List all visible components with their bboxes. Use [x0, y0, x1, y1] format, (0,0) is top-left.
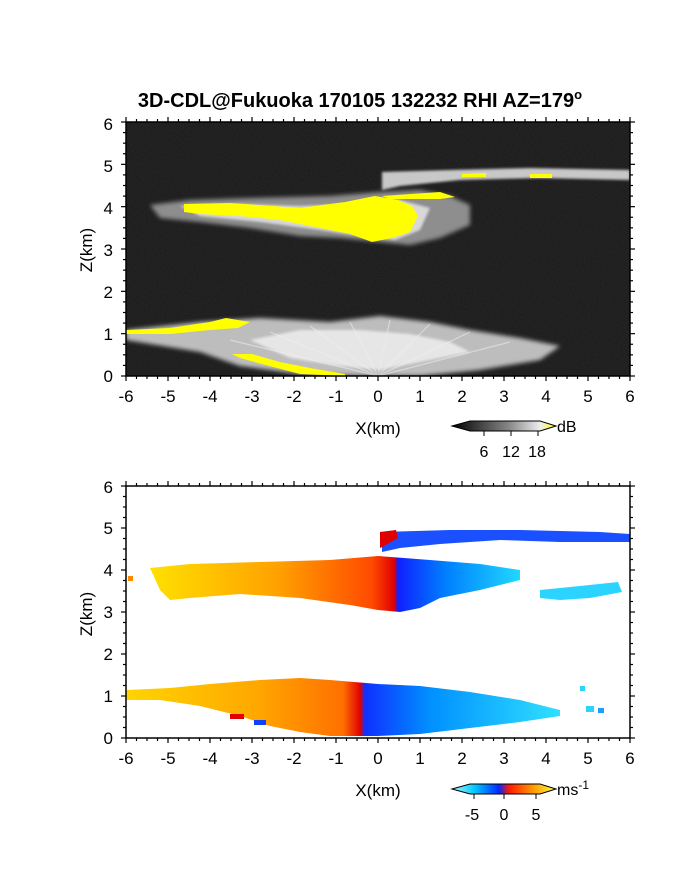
- x-tick-label: 4: [541, 749, 550, 768]
- x-tick-label: 4: [541, 387, 550, 406]
- x-tick-label: -2: [286, 387, 301, 406]
- x-tick-label: 6: [625, 387, 634, 406]
- saturated-cloud-region: [184, 196, 418, 242]
- x-tick-label: -4: [202, 749, 217, 768]
- backscatter-plot-area: [126, 122, 630, 376]
- x-tick-label: 1: [415, 387, 424, 406]
- x-tick-label: 0: [373, 387, 382, 406]
- y-tick-label: 6: [104, 478, 113, 497]
- velocity-upper-layer: [382, 530, 630, 552]
- y-tick-label: 2: [104, 283, 113, 302]
- y-tick-label: 3: [104, 603, 113, 622]
- backscatter-y-tick-labels: 0 1 2 3 4 5 6: [104, 115, 113, 386]
- x-tick-label: 3: [499, 749, 508, 768]
- saturated-upper-2: [462, 173, 486, 177]
- velocity-speckle: [230, 714, 244, 719]
- velocity-speckle: [128, 576, 133, 581]
- x-tick-label: -6: [118, 749, 133, 768]
- backscatter-x-axis-label: X(km): [355, 419, 400, 438]
- colorbar-bar: [450, 783, 558, 795]
- velocity-upper-red-edge: [380, 530, 398, 548]
- x-tick-label: 5: [583, 387, 592, 406]
- y-tick-label: 4: [104, 199, 113, 218]
- backscatter-y-axis-label: Z(km): [77, 228, 96, 272]
- backscatter-colorbar: dB 6 12 18: [450, 419, 577, 461]
- y-tick-label: 1: [104, 325, 113, 344]
- velocity-speckle: [586, 706, 594, 712]
- y-tick-label: 6: [104, 115, 113, 134]
- saturated-bl-1: [126, 318, 250, 334]
- velocity-far-cloud: [540, 582, 622, 600]
- velocity-speckle: [254, 720, 266, 725]
- x-tick-label: -1: [328, 749, 343, 768]
- boundary-layer-core: [250, 330, 470, 370]
- velocity-ticks: [121, 481, 635, 743]
- velocity-cloud-layer: [150, 556, 520, 612]
- upper-layer: [382, 168, 630, 190]
- backscatter-panel: -6 -5 -4 -3 -2 -1 0 1 2 3 4 5 6 0 1 2 3 …: [77, 115, 635, 461]
- x-tick-label: 1: [415, 749, 424, 768]
- y-tick-label: 4: [104, 561, 113, 580]
- velocity-boundary-layer: [126, 678, 560, 736]
- colorbar-tick-label: 12: [502, 444, 520, 461]
- backscatter-ticks: [121, 117, 635, 381]
- x-tick-label: -6: [118, 387, 133, 406]
- velocity-y-tick-labels: 0 1 2 3 4 5 6: [104, 478, 113, 748]
- backscatter-x-tick-labels: -6 -5 -4 -3 -2 -1 0 1 2 3 4 5 6: [118, 387, 634, 406]
- x-tick-label: 3: [499, 387, 508, 406]
- y-tick-label: 2: [104, 645, 113, 664]
- saturated-bl-2: [232, 354, 345, 376]
- y-tick-label: 1: [104, 687, 113, 706]
- velocity-x-tick-labels: -6 -5 -4 -3 -2 -1 0 1 2 3 4 5 6: [118, 749, 634, 768]
- x-tick-label: 6: [625, 749, 634, 768]
- x-tick-label: -5: [160, 749, 175, 768]
- velocity-speckle: [580, 686, 585, 691]
- colorbar-tick-label: 5: [532, 807, 541, 824]
- radar-rays: [229, 319, 511, 376]
- x-tick-label: 5: [583, 749, 592, 768]
- x-tick-label: -4: [202, 387, 217, 406]
- velocity-panel: -6 -5 -4 -3 -2 -1 0 1 2 3 4 5 6 0 1 2 3 …: [77, 478, 635, 824]
- figure-title: 3D-CDL@Fukuoka 170105 132232 RHI AZ=179o: [138, 87, 582, 112]
- x-tick-label: -5: [160, 387, 175, 406]
- y-tick-label: 3: [104, 241, 113, 260]
- x-tick-label: 2: [457, 387, 466, 406]
- x-tick-label: -3: [244, 749, 259, 768]
- velocity-y-axis-label: Z(km): [77, 592, 96, 636]
- velocity-colorbar: ms-1 -5 0 5: [450, 778, 589, 824]
- x-tick-label: 2: [457, 749, 466, 768]
- y-tick-label: 5: [104, 157, 113, 176]
- velocity-speckle: [598, 708, 604, 713]
- colorbar-tick-label: 18: [528, 444, 546, 461]
- y-tick-label: 5: [104, 519, 113, 538]
- y-tick-label: 0: [104, 367, 113, 386]
- velocity-x-axis-label: X(km): [355, 781, 400, 800]
- velocity-plot-area: [126, 486, 630, 738]
- colorbar-unit: ms-1: [557, 778, 589, 799]
- y-tick-label: 0: [104, 729, 113, 748]
- saturated-upper-1: [382, 192, 455, 199]
- x-tick-label: -3: [244, 387, 259, 406]
- x-tick-label: -2: [286, 749, 301, 768]
- colorbar-tick-label: 0: [500, 807, 509, 824]
- colorbar-tick-label: 6: [480, 444, 489, 461]
- colorbar-bar: [450, 420, 558, 432]
- x-tick-label: 0: [373, 749, 382, 768]
- colorbar-unit: dB: [557, 419, 577, 436]
- colorbar-tick-label: -5: [465, 807, 479, 824]
- x-tick-label: -1: [328, 387, 343, 406]
- saturated-upper-3: [530, 174, 552, 178]
